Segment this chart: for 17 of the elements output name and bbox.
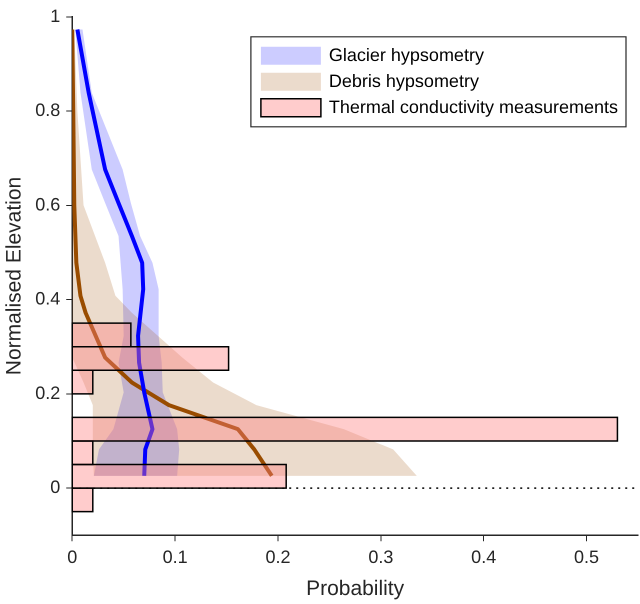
legend-label: Debris hypsometry (328, 70, 479, 91)
legend-label: Glacier hypsometry (328, 44, 484, 65)
y-tick-label: 0 (50, 477, 60, 498)
y-tick-label: 1 (50, 6, 60, 26)
y-tick-label: 0.2 (35, 382, 60, 403)
x-axis-title: Probability (306, 577, 405, 600)
y-tick-label: 0.6 (35, 194, 60, 214)
x-tick-label: 0.5 (574, 546, 600, 567)
x-tick-label: 0.1 (162, 546, 188, 567)
x-tick-label: 0.2 (265, 546, 290, 567)
x-tick-label: 0.3 (368, 546, 394, 567)
y-axis-title: Normalised Elevation (2, 176, 26, 376)
x-tick-label: 0 (67, 546, 78, 567)
legend-label: Thermal conductivity measurements (328, 96, 618, 117)
y-tick-label: 0.8 (35, 100, 60, 120)
x-tick-label: 0.4 (471, 546, 496, 567)
y-tick-label: 0.4 (35, 288, 60, 309)
